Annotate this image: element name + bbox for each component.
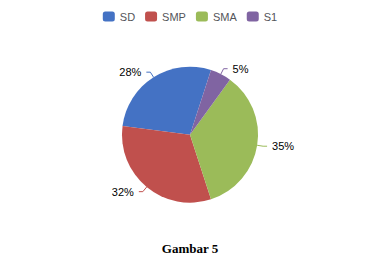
svg-text:SMP: SMP <box>162 11 186 23</box>
svg-text:28%: 28% <box>119 66 141 78</box>
svg-text:5%: 5% <box>233 63 249 75</box>
svg-text:32%: 32% <box>112 186 134 198</box>
svg-text:S1: S1 <box>264 11 277 23</box>
svg-text:SMA: SMA <box>213 11 238 23</box>
svg-text:SD: SD <box>120 11 135 23</box>
svg-text:35%: 35% <box>272 140 294 152</box>
svg-text:Gambar 5: Gambar 5 <box>162 241 219 256</box>
